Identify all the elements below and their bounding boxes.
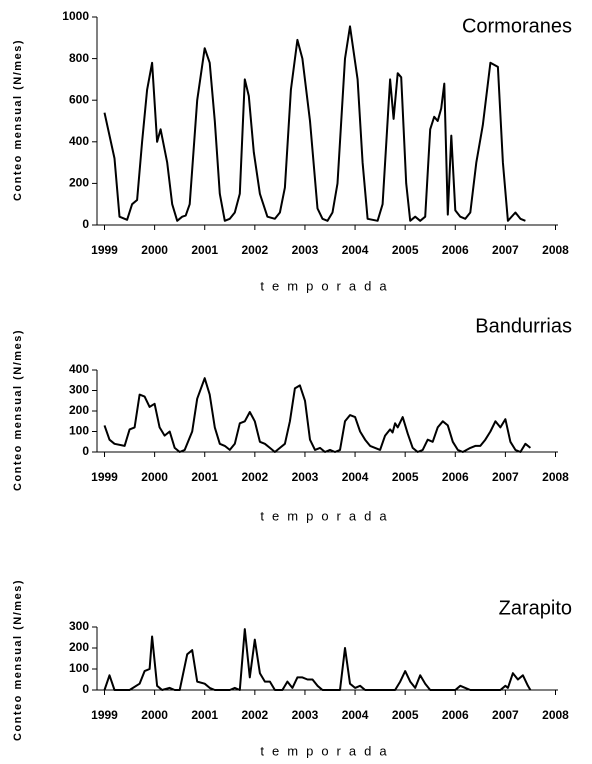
chart-title: Cormoranes [462, 15, 572, 37]
x-tick-label: 2001 [191, 470, 218, 484]
x-tick-label: 2007 [492, 708, 519, 722]
x-tick-label: 2008 [542, 243, 569, 257]
x-tick-label: 2006 [442, 470, 469, 484]
y-tick-label: 0 [82, 444, 89, 458]
x-tick-label: 2002 [241, 243, 268, 257]
y-tick-label: 200 [69, 176, 89, 190]
x-tick-label: 2008 [542, 470, 569, 484]
y-tick-label: 0 [82, 682, 89, 696]
x-tick-label: 2001 [191, 243, 218, 257]
y-tick-label: 100 [69, 661, 89, 675]
data-line [103, 628, 532, 691]
x-tick-label: 2003 [292, 243, 319, 257]
x-tick-label: 2006 [442, 243, 469, 257]
y-tick-label: 300 [69, 619, 89, 633]
x-tick-label: 2000 [141, 470, 168, 484]
y-tick-label: 600 [69, 92, 89, 106]
x-tick-label: 2003 [292, 708, 319, 722]
chart-title: Bandurrias [475, 315, 572, 337]
x-tick-label: 2002 [241, 470, 268, 484]
x-tick-label: 2004 [342, 708, 369, 722]
data-line [103, 377, 532, 453]
x-tick-label: 2005 [392, 243, 419, 257]
data-line [103, 25, 526, 222]
chart-title: Zarapito [499, 597, 572, 619]
x-tick-label: 1999 [91, 243, 118, 257]
x-tick-label: 2002 [241, 708, 268, 722]
y-tick-label: 400 [69, 362, 89, 376]
x-tick-label: 2004 [342, 243, 369, 257]
x-tick-label: 2005 [392, 470, 419, 484]
y-axis-label: Conteo mensual (N/mes) [12, 39, 24, 201]
y-tick-label: 200 [69, 403, 89, 417]
x-tick-label: 1999 [91, 470, 118, 484]
x-tick-label: 2004 [342, 470, 369, 484]
y-axis-label: Conteo mensual (N/mes) [12, 579, 24, 741]
y-tick-label: 100 [69, 424, 89, 438]
x-axis-label: temporada [260, 743, 394, 758]
x-tick-label: 2000 [141, 243, 168, 257]
x-tick-label: 2005 [392, 708, 419, 722]
y-tick-label: 800 [69, 51, 89, 65]
x-tick-label: 2007 [492, 470, 519, 484]
x-tick-label: 2003 [292, 470, 319, 484]
x-axis-label: temporada [260, 508, 394, 523]
x-axis-label: temporada [260, 278, 394, 293]
x-tick-label: 1999 [91, 708, 118, 722]
y-axis-label: Conteo mensual (N/mes) [12, 329, 24, 491]
x-tick-label: 2007 [492, 243, 519, 257]
x-tick-label: 2008 [542, 708, 569, 722]
x-tick-label: 2006 [442, 708, 469, 722]
x-tick-label: 2000 [141, 708, 168, 722]
y-tick-label: 0 [82, 217, 89, 231]
x-tick-label: 2001 [191, 708, 218, 722]
y-tick-label: 1000 [62, 9, 89, 23]
y-tick-label: 200 [69, 640, 89, 654]
y-tick-label: 300 [69, 383, 89, 397]
y-tick-label: 400 [69, 134, 89, 148]
